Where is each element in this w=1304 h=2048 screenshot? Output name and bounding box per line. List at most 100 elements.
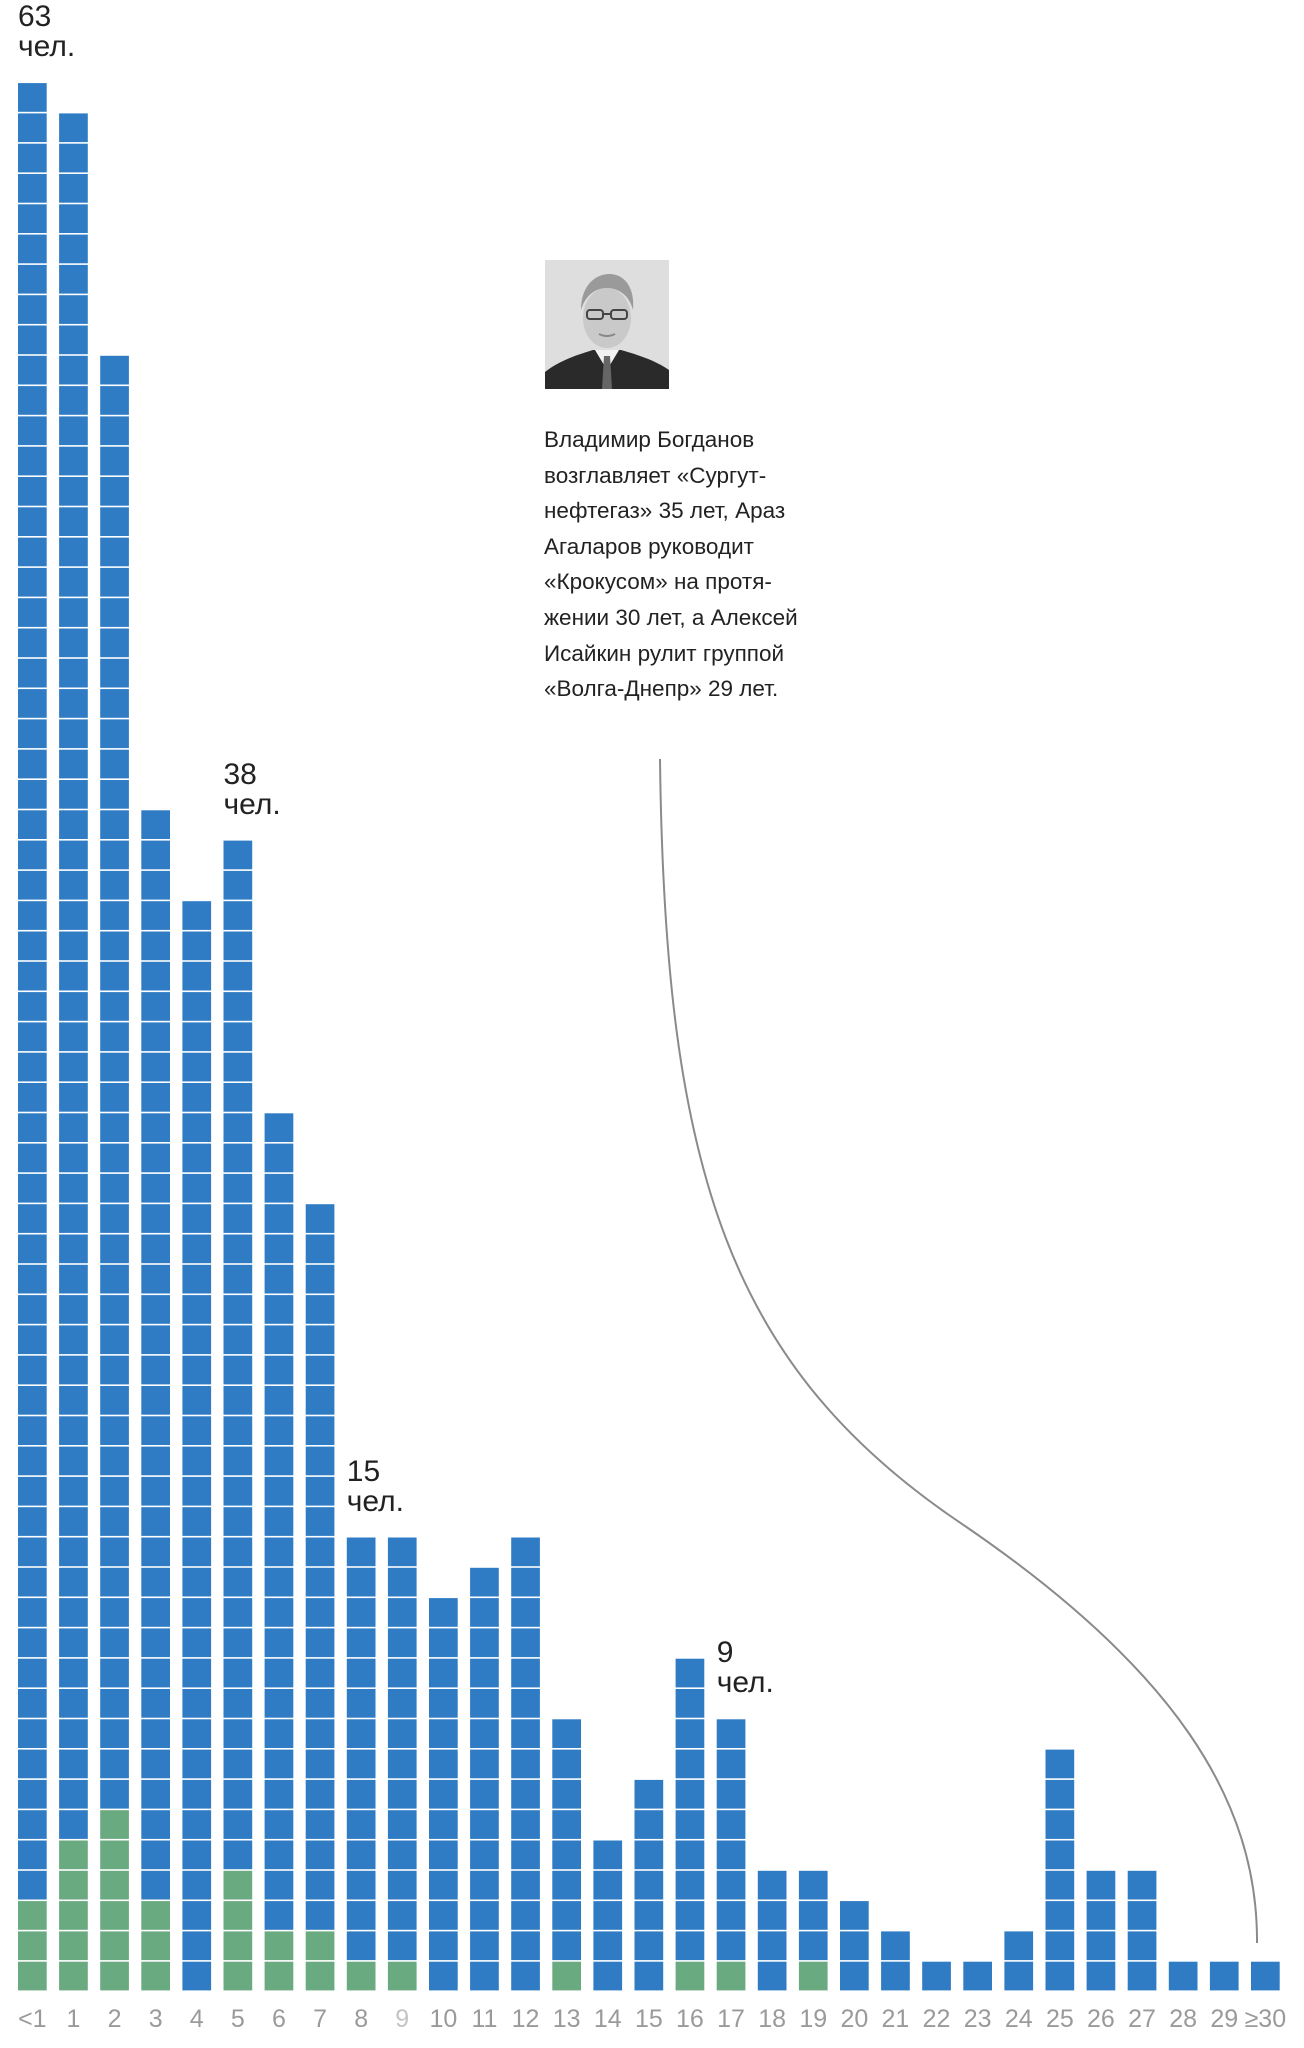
bar-cell-3-s1 [141, 1052, 170, 1082]
bar-cell-2-s1 [100, 658, 129, 688]
bar-cell-<1-s1 [18, 567, 47, 597]
bar-cell-12-s1 [511, 1658, 540, 1688]
bar-cell-6-s1 [264, 1507, 294, 1536]
bar-cell-11-s1 [470, 1779, 499, 1809]
bar-cell-1-s1 [59, 567, 88, 597]
bar-cell-24-s1 [1004, 1961, 1034, 1991]
bar-cell-1-s1 [59, 1719, 88, 1748]
bar-cell-1-s1 [59, 174, 88, 203]
bar-cell-3-s1 [141, 1719, 170, 1748]
bar-cell-<1-s1 [18, 1113, 47, 1142]
bar-cell-1-s1 [59, 1567, 88, 1597]
bar-cell-5-s1 [223, 1537, 253, 1567]
bar-cell-2-s1 [100, 1719, 129, 1748]
bars-group [18, 83, 1280, 1991]
bar-cell-8-s1 [346, 1689, 376, 1718]
bar-cell-26-s1 [1086, 1870, 1116, 1900]
bar-cell-2-s1 [100, 1386, 129, 1415]
bar-cell-14-s1 [593, 1840, 623, 1870]
bar-cell-3-s1 [141, 1416, 170, 1445]
bar-cell-2-s1 [100, 1113, 129, 1142]
bar-cell-4-s1 [182, 1689, 212, 1718]
bar-cell-2-s1 [100, 416, 129, 446]
bar-cell-<1-s1 [18, 1749, 47, 1779]
bar-cell-15-s1 [634, 1931, 664, 1961]
bar-cell-<1-s1 [18, 113, 47, 143]
bar-cell-3-s1 [141, 961, 170, 991]
bar-cell-<1-s1 [18, 749, 47, 779]
caption-line: Агаларов руководит [544, 533, 754, 559]
bar-cell-2-s1 [100, 1234, 129, 1264]
bar-cell-6-s1 [264, 1355, 294, 1385]
bar-cell-6-s1 [264, 1567, 294, 1597]
bar-cell-7-s1 [305, 1446, 335, 1476]
bar-cell-6-s1 [264, 1749, 294, 1779]
bar-cell-21-s1 [881, 1961, 910, 1991]
bar-cell-1-s1 [59, 1022, 88, 1052]
bar-cell-<1-s1 [18, 1870, 47, 1900]
bar-cell-3-s1 [141, 1567, 170, 1597]
bar-cell-25-s1 [1045, 1961, 1075, 1991]
bar-cell-2-s0 [100, 1931, 129, 1961]
x-tick-label: 9 [395, 2005, 409, 2033]
bar-cell-9-s1 [387, 1810, 417, 1839]
bar-cell-1-s1 [59, 1143, 88, 1173]
bar-cell-3-s1 [141, 1658, 170, 1688]
bar-cell-7-s1 [305, 1598, 335, 1627]
bar-cell-2-s1 [100, 1416, 129, 1445]
bar-cell-9-s1 [387, 1840, 417, 1870]
bar-cell-5-s1 [223, 1658, 253, 1688]
bar-cell-6-s0 [264, 1961, 294, 1991]
bar-cell-7-s1 [305, 1507, 335, 1536]
bar-cell-5-s1 [223, 1083, 253, 1112]
bar-cell-<1-s1 [18, 1143, 47, 1173]
bar-cell-<1-s1 [18, 1476, 47, 1506]
bar-cell-3-s1 [141, 1628, 170, 1658]
bar-cell-<1-s1 [18, 83, 47, 112]
bar-cell-<1-s1 [18, 1567, 47, 1597]
bar-cell-1-s1 [59, 1204, 88, 1233]
bar-cell-5-s1 [223, 1295, 253, 1324]
bar-cell-4-s1 [182, 1840, 212, 1870]
bar-cell-4-s1 [182, 1295, 212, 1324]
bar-cell-3-s1 [141, 1173, 170, 1203]
x-tick-label: 7 [313, 2005, 327, 2033]
bar-cell-4-s1 [182, 1961, 212, 1991]
bar-cell-17-s1 [716, 1719, 746, 1748]
bar-cell-12-s1 [511, 1961, 540, 1991]
bar-cell-3-s1 [141, 1022, 170, 1052]
bar-cell-9-s1 [387, 1901, 417, 1930]
bar-cell-25-s1 [1045, 1810, 1075, 1839]
bar-cell-7-s1 [305, 1658, 335, 1688]
bar-cell-17-s1 [716, 1810, 746, 1839]
bar-cell-<1-s1 [18, 1719, 47, 1748]
bar-cell-15-s1 [634, 1870, 664, 1900]
bar-cell-1-s1 [59, 689, 88, 718]
bar-cell-4-s1 [182, 1870, 212, 1900]
bar-cell-<1-s1 [18, 1810, 47, 1839]
bar-cell-18-s1 [757, 1901, 787, 1930]
bar-cell-2-s1 [100, 1779, 129, 1809]
bar-cell-4-s1 [182, 1476, 212, 1506]
bar-cell-11-s1 [470, 1628, 499, 1658]
bar-cell-5-s0 [223, 1901, 253, 1930]
x-tick-label: 21 [882, 2005, 910, 2033]
bar-cell-2-s1 [100, 446, 129, 476]
bar-cell-5-s1 [223, 1598, 253, 1627]
x-tick-label: 5 [231, 2005, 245, 2033]
bar-cell-20-s1 [840, 1961, 869, 1991]
x-tick-label: 16 [676, 2005, 704, 2033]
bar-cell-1-s1 [59, 1537, 88, 1567]
annotation-value: 38 [223, 757, 257, 791]
x-tick-label: 10 [429, 2005, 457, 2033]
bar-cell-1-s1 [59, 143, 88, 173]
bar-cell-6-s1 [264, 1113, 294, 1142]
bar-cell-8-s1 [346, 1810, 376, 1839]
x-tick-label: 14 [594, 2005, 622, 2033]
bar-cell-2-s1 [100, 1264, 129, 1294]
bar-cell-<1-s1 [18, 1840, 47, 1870]
bar-cell-10-s1 [429, 1810, 458, 1839]
bar-cell-1-s1 [59, 628, 88, 658]
bar-cell-6-s1 [264, 1416, 294, 1445]
bar-cell-<1-s1 [18, 1234, 47, 1264]
